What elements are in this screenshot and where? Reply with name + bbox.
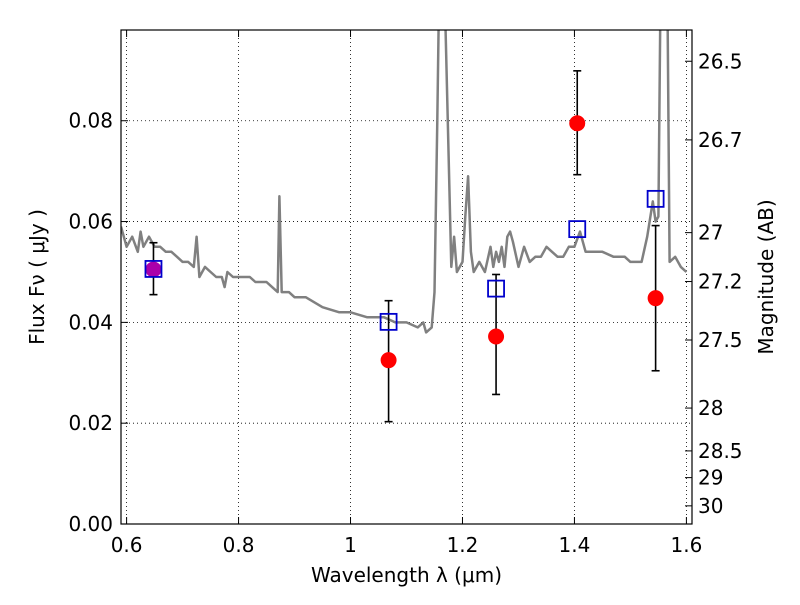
y-axis-label-left: Flux Fν ( μJy ) bbox=[25, 209, 49, 345]
right-tick-label: 29 bbox=[698, 466, 723, 490]
observed-point bbox=[145, 261, 162, 278]
right-tick-label: 28 bbox=[698, 396, 723, 420]
right-tick-label: 27.2 bbox=[698, 270, 743, 294]
x-tick-label: 1.2 bbox=[447, 533, 479, 557]
plot-layer bbox=[121, 30, 688, 423]
right-tick-label: 26.5 bbox=[698, 49, 743, 73]
y-tick-label: 0.06 bbox=[68, 210, 113, 234]
right-tick-label: 30 bbox=[698, 494, 723, 518]
y-axis-label-right: Magnitude (AB) bbox=[754, 199, 778, 354]
axis-layer: 0.6 0.8 1 1.2 1.4 1.6 0.00 0.02 0.04 0.06 0.08 26.5… bbox=[68, 30, 743, 557]
model-square bbox=[379, 312, 398, 331]
model-square bbox=[487, 279, 505, 298]
right-tick-label: 26.7 bbox=[698, 128, 743, 152]
y-tick-label: 0.00 bbox=[68, 512, 113, 536]
observed-point bbox=[569, 115, 586, 132]
right-tick-label: 27.5 bbox=[698, 328, 743, 352]
plot-frame bbox=[120, 29, 693, 525]
right-tick-label: 28.5 bbox=[698, 439, 743, 463]
y-tick-label: 0.02 bbox=[68, 411, 113, 435]
observed-point bbox=[488, 328, 505, 345]
model-square bbox=[646, 189, 665, 208]
model-square bbox=[568, 220, 587, 239]
x-tick-label: 1 bbox=[344, 533, 357, 557]
y-tick-label: 0.04 bbox=[68, 310, 113, 334]
model-square bbox=[144, 260, 163, 278]
grid-layer bbox=[121, 30, 692, 524]
x-tick-label: 0.8 bbox=[223, 533, 255, 557]
observed-point bbox=[380, 352, 397, 369]
y-tick-label: 0.08 bbox=[68, 109, 113, 133]
x-axis-label: Wavelength λ (μm) bbox=[311, 563, 502, 587]
x-tick-label: 1.6 bbox=[670, 533, 702, 557]
x-tick-label: 1.4 bbox=[559, 533, 591, 557]
observed-point bbox=[647, 290, 664, 307]
right-tick-label: 27 bbox=[698, 221, 723, 245]
x-tick-label: 0.6 bbox=[111, 533, 143, 557]
spectrum-line bbox=[121, 30, 688, 334]
